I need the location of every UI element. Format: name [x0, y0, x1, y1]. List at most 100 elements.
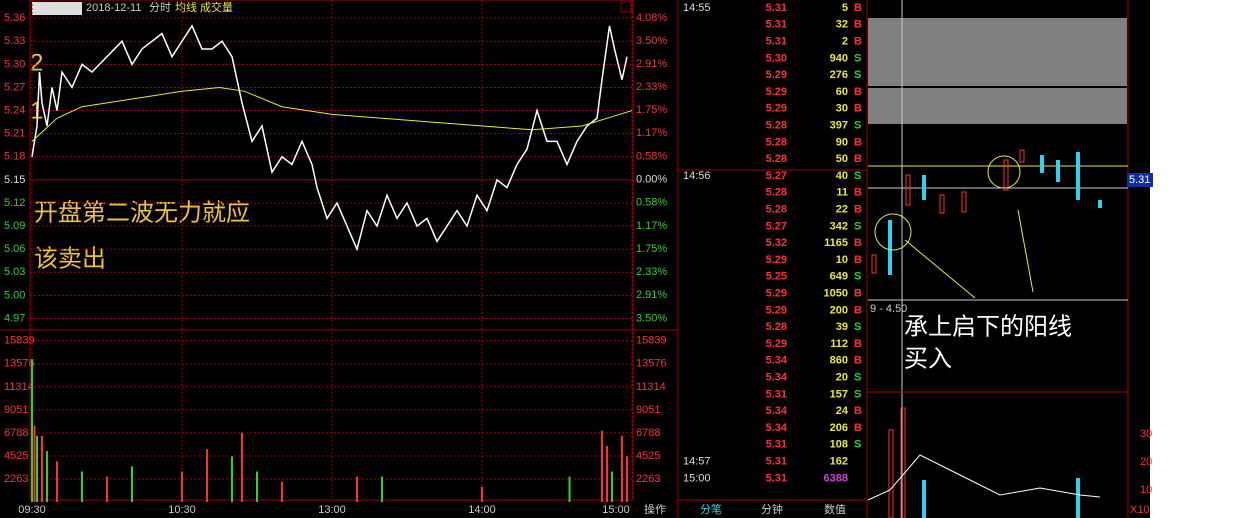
- trade-side: S: [854, 372, 861, 384]
- trade-volume: 5: [842, 2, 848, 14]
- trade-side: B: [854, 2, 862, 14]
- trade-volume: 6388: [824, 472, 848, 484]
- volume-bar: [568, 476, 571, 502]
- candle: [888, 220, 892, 275]
- candle: [905, 174, 911, 206]
- volume-tick-label: 11314: [4, 381, 34, 393]
- y-tick-label: 5.12: [4, 197, 25, 209]
- volume-bar: [106, 476, 108, 502]
- y-tick-label: 5.09: [4, 220, 25, 232]
- trade-price: 5.29: [766, 304, 787, 316]
- trade-volume: 860: [830, 355, 848, 367]
- y2-tick-label: 2.33%: [636, 266, 667, 278]
- y2-tick-label: 2.91%: [636, 289, 667, 301]
- trade-side: B: [854, 422, 862, 434]
- window-button[interactable]: [620, 1, 632, 13]
- y-tick-label: 5.27: [4, 81, 25, 93]
- trade-volume: 24: [836, 405, 849, 417]
- volume-tick-label: 13576: [4, 358, 35, 370]
- volume-bar: [241, 432, 243, 502]
- y-tick-label: 5.36: [4, 12, 25, 24]
- trade-side: B: [854, 19, 862, 31]
- trade-time: 14:55: [683, 2, 711, 14]
- trade-side: B: [854, 86, 862, 98]
- volume-tick-label: 9051: [4, 404, 28, 416]
- y2-tick-label: 1.17%: [636, 220, 667, 232]
- y2-tick-label: 2.91%: [636, 58, 667, 70]
- trade-time: 14:57: [683, 456, 711, 468]
- y-tick-label: 5.30: [4, 58, 25, 70]
- volume-tick-label: 6788: [4, 427, 28, 439]
- trade-side: B: [854, 103, 862, 115]
- candles: [871, 149, 1102, 275]
- candle: [1098, 200, 1102, 208]
- trade-price: 5.30: [766, 52, 787, 64]
- candle: [1003, 159, 1009, 191]
- trade-side: S: [854, 69, 861, 81]
- volume-bar: [256, 471, 258, 502]
- volume-bar: [356, 476, 358, 502]
- trade-volume: 60: [836, 86, 848, 98]
- volume-bar: [281, 481, 283, 502]
- y2-tick-label: 1.75%: [636, 104, 667, 116]
- trade-side: B: [854, 36, 862, 48]
- trade-side: B: [854, 338, 862, 350]
- highlight-circle: [874, 213, 912, 251]
- trade-price: 5.31: [766, 36, 787, 48]
- x-tick-label: 15:00: [602, 504, 630, 516]
- annotation: 买入: [904, 345, 952, 372]
- trade-price: 5.29: [766, 288, 787, 300]
- volume-bar: [231, 456, 233, 502]
- trade-price: 5.28: [766, 120, 787, 132]
- mini-vol-tick: 30: [1140, 428, 1152, 440]
- trade-volume: 342: [830, 220, 848, 232]
- volume-bar: [621, 435, 623, 502]
- trade-price: 5.29: [766, 254, 787, 266]
- volume-tick-label: 4525: [4, 450, 28, 462]
- volume-tick-label: 15839: [636, 335, 667, 347]
- trade-time: 14:56: [683, 170, 711, 182]
- tab[interactable]: 分笔: [700, 502, 722, 516]
- y2-tick-label: 0.58%: [636, 151, 667, 163]
- trade-volume: 397: [830, 120, 848, 132]
- volume-bar: [131, 466, 133, 502]
- x-tick-label: 09:30: [18, 504, 46, 516]
- y2-tick-label: 0.00%: [636, 174, 667, 186]
- mini-vol-tick: 10: [1140, 484, 1152, 496]
- candle: [939, 194, 945, 214]
- trade-price: 5.28: [766, 204, 787, 216]
- volume-bar: [81, 471, 83, 502]
- y-tick-label: 5.00: [4, 289, 25, 301]
- volume-tick-label: 9051: [636, 404, 660, 416]
- header-mode: 分时: [149, 1, 171, 14]
- trade-volume: 11: [836, 187, 848, 199]
- volume-bar: [888, 429, 894, 518]
- trade-volume: 200: [830, 304, 848, 316]
- volume-bar: [626, 456, 628, 502]
- volume-tick-label: 11314: [636, 381, 666, 393]
- y-tick-label: 5.15: [4, 174, 25, 186]
- trade-price: 5.34: [766, 422, 788, 434]
- volume-bar: [1076, 478, 1080, 518]
- volume-ma: [867, 454, 1101, 501]
- trade-side: S: [854, 321, 861, 333]
- candle: [1040, 155, 1044, 173]
- y2-tick-label: 3.50%: [636, 312, 667, 324]
- tab[interactable]: 操作: [644, 502, 666, 516]
- tab[interactable]: 数值: [824, 503, 846, 516]
- background: [0, 0, 1150, 518]
- candle: [1076, 152, 1080, 200]
- trade-side: S: [854, 120, 861, 132]
- trade-time: 15:00: [683, 472, 711, 484]
- trade-volume: 112: [830, 338, 848, 350]
- volume-bar: [481, 486, 483, 502]
- price-line: [31, 24, 628, 252]
- trade-side: S: [854, 52, 861, 64]
- y-tick-label: 5.18: [4, 151, 25, 163]
- candle: [1019, 149, 1025, 163]
- trade-side: B: [854, 204, 862, 216]
- tab[interactable]: 分钟: [761, 502, 783, 516]
- trade-price: 5.29: [766, 69, 787, 81]
- volume-bar: [606, 446, 608, 502]
- trade-side: B: [854, 254, 862, 266]
